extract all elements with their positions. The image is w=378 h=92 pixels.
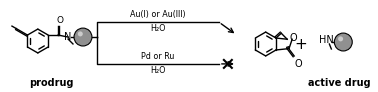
Text: O: O [289, 33, 297, 43]
Text: O: O [56, 16, 63, 25]
Circle shape [74, 28, 92, 46]
Text: Pd or Ru: Pd or Ru [141, 52, 175, 61]
Text: prodrug: prodrug [29, 78, 74, 88]
Text: active drug: active drug [308, 78, 370, 88]
Text: N: N [64, 32, 72, 42]
Text: H₂O: H₂O [150, 66, 166, 75]
Text: HN: HN [319, 35, 334, 45]
Circle shape [334, 33, 352, 51]
Text: Au(I) or Au(III): Au(I) or Au(III) [130, 10, 186, 19]
Text: H₂O: H₂O [150, 24, 166, 33]
Text: +: + [294, 37, 307, 52]
Circle shape [78, 31, 83, 36]
Text: O: O [294, 59, 302, 69]
Circle shape [338, 36, 343, 41]
